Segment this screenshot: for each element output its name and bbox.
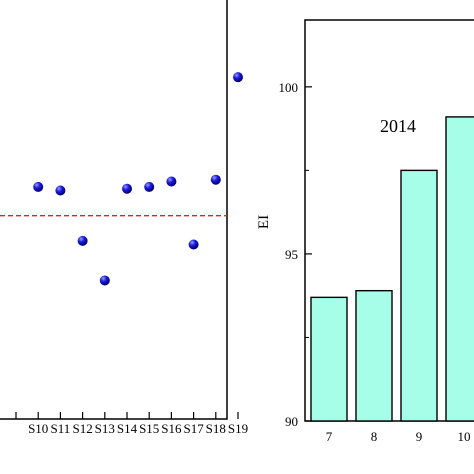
scatter-x-tick-label: S13 — [95, 421, 115, 436]
bar-x-tick-label: 10 — [458, 429, 471, 444]
scatter-x-ticks: S10 S11 S12 S13 S14 S15 S16 S17 S18 S19 — [15, 412, 248, 436]
scatter-point — [55, 185, 66, 196]
scatter-x-tick-label: S17 — [183, 421, 204, 436]
scatter-point — [99, 275, 110, 286]
scatter-point — [122, 183, 132, 194]
bar-y-tick-label: 90 — [285, 414, 298, 429]
bar-plot-frame — [304, 19, 474, 422]
scatter-x-tick-label: S18 — [206, 421, 226, 436]
scatter-points — [33, 72, 243, 286]
scatter-x-tick-label: S15 — [139, 421, 159, 436]
scatter-plot-frame — [0, 0, 228, 420]
year-annotation: 2014 — [380, 116, 416, 136]
scatter-point — [210, 174, 221, 185]
scatter-x-tick-label: S16 — [161, 421, 182, 436]
bar-y-ticks: 90 95 100 — [279, 80, 312, 429]
scatter-point — [233, 72, 243, 83]
bar — [310, 296, 348, 422]
bar-x-tick-label: 9 — [416, 429, 423, 444]
scatter-point — [33, 181, 44, 192]
bar — [355, 289, 393, 422]
scatter-point — [166, 176, 177, 187]
scatter-point — [188, 239, 199, 250]
scatter-point — [77, 235, 88, 246]
scatter-x-tick-label: S10 — [28, 421, 48, 436]
scatter-x-tick-label: S14 — [117, 421, 138, 436]
bar — [445, 116, 474, 422]
scatter-x-tick-label: S12 — [72, 421, 92, 436]
scatter-x-tick-label: S19 — [228, 421, 248, 436]
bar-y-tick-label: 95 — [285, 247, 298, 262]
scatter-point — [144, 181, 155, 192]
bar-x-tick-label: 8 — [371, 429, 378, 444]
bar-x-ticks: 7 8 9 10 — [326, 429, 471, 444]
bar — [400, 169, 438, 422]
bar-y-axis-label: EI — [256, 215, 272, 229]
bars — [310, 116, 474, 422]
bar-x-tick-label: 7 — [326, 429, 333, 444]
scatter-panel: S10 S11 S12 S13 S14 S15 S16 S17 S18 S19 — [0, 0, 248, 436]
bar-panel: 90 95 100 7 8 9 10 EI 2014 — [256, 19, 474, 444]
bar-y-tick-label: 100 — [279, 80, 299, 95]
scatter-x-tick-label: S11 — [51, 421, 71, 436]
